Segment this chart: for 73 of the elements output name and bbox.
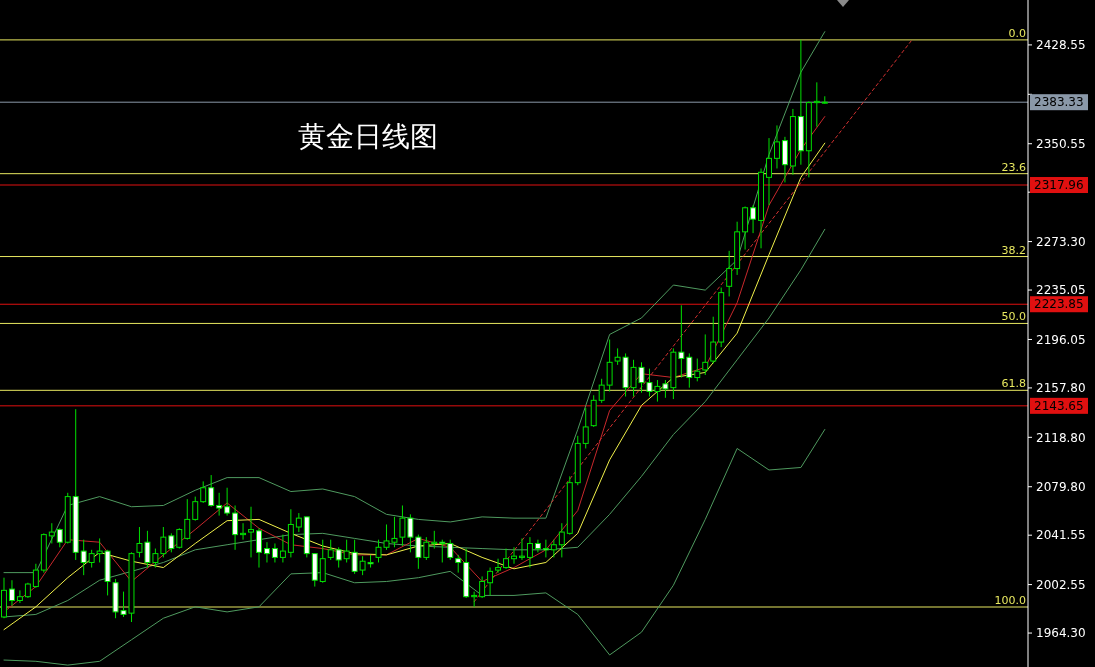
candlestick bbox=[232, 504, 239, 551]
candlestick bbox=[598, 378, 605, 404]
candlestick bbox=[8, 579, 15, 607]
annotation: 100.0 bbox=[994, 594, 1026, 608]
candlestick bbox=[519, 537, 525, 561]
annotation: 23.6 bbox=[1001, 160, 1026, 174]
y-tick-label: 2041.55 bbox=[1036, 528, 1086, 543]
candlestick bbox=[511, 546, 517, 565]
candlestick bbox=[813, 81, 820, 128]
candlestick bbox=[208, 474, 215, 508]
candlestick bbox=[56, 527, 63, 548]
candlestick bbox=[495, 558, 502, 574]
candlestick bbox=[542, 539, 549, 558]
candlestick bbox=[335, 546, 342, 569]
candlestick bbox=[176, 527, 183, 550]
candlestick bbox=[16, 589, 23, 604]
candlestick bbox=[192, 496, 199, 522]
candlestick bbox=[702, 333, 709, 376]
candlestick bbox=[582, 407, 589, 449]
candlestick bbox=[216, 492, 223, 517]
candlestick bbox=[200, 480, 207, 504]
candlestick bbox=[766, 137, 772, 206]
candlestick bbox=[184, 498, 191, 541]
candlestick bbox=[256, 527, 262, 569]
y-tick-label: 2428.55 bbox=[1036, 38, 1086, 53]
ref-line-label: 2383.33 bbox=[1034, 95, 1084, 110]
candlestick bbox=[295, 512, 302, 533]
y-tick-label: 1964.30 bbox=[1036, 626, 1086, 641]
candlestick bbox=[439, 539, 446, 563]
ref-line-label: 2143.65 bbox=[1034, 399, 1084, 414]
ref-line-label: 2317.96 bbox=[1034, 178, 1084, 193]
y-tick-label: 2235.05 bbox=[1036, 283, 1086, 298]
candlestick bbox=[327, 539, 334, 561]
annotation: 50.0 bbox=[1001, 310, 1026, 324]
candlestick bbox=[240, 522, 247, 541]
candlestick bbox=[319, 539, 326, 584]
annotation: 0.0 bbox=[1008, 26, 1026, 40]
candlestick bbox=[694, 358, 701, 382]
candlestick bbox=[168, 532, 175, 553]
ref-line-label: 2223.85 bbox=[1034, 297, 1084, 312]
annotation: 61.8 bbox=[1001, 377, 1026, 391]
candlestick bbox=[32, 563, 39, 589]
candlestick bbox=[726, 250, 733, 297]
line-series bbox=[3, 428, 826, 666]
candlestick bbox=[224, 487, 231, 517]
candlestick bbox=[279, 534, 286, 563]
candlestick bbox=[487, 567, 494, 596]
y-tick-label: 2002.55 bbox=[1036, 577, 1086, 592]
candlestick bbox=[479, 575, 486, 599]
text: 黄金日线图 bbox=[298, 120, 438, 153]
candlestick bbox=[710, 316, 717, 365]
candlestick bbox=[774, 124, 780, 169]
y-tick-label: 2157.80 bbox=[1036, 381, 1086, 396]
candlestick bbox=[447, 539, 454, 561]
y-tick-label: 2079.80 bbox=[1036, 479, 1086, 494]
candlestick bbox=[271, 542, 278, 563]
candlestick bbox=[558, 522, 565, 558]
y-tick-label: 2273.30 bbox=[1036, 234, 1086, 249]
candlestick bbox=[686, 352, 693, 389]
y-tick-label: 2350.55 bbox=[1036, 136, 1086, 151]
candlestick bbox=[248, 506, 254, 558]
candlestick bbox=[503, 548, 509, 570]
candlestick bbox=[534, 539, 541, 553]
candlestick bbox=[423, 536, 430, 561]
candlestick bbox=[48, 522, 55, 544]
annotation: 38.2 bbox=[1001, 243, 1026, 257]
candlestick bbox=[526, 536, 533, 569]
y-tick-label: 2196.05 bbox=[1036, 332, 1086, 347]
y-tick-label: 2118.80 bbox=[1036, 430, 1086, 445]
candlestick bbox=[263, 541, 270, 563]
candlestick bbox=[80, 539, 87, 576]
candlestick bbox=[606, 339, 613, 392]
candlestick bbox=[750, 204, 757, 234]
